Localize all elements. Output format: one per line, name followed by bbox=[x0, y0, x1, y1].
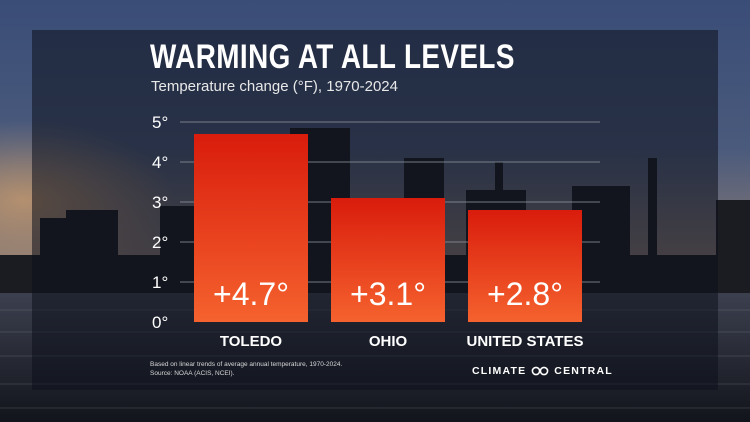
category-label: TOLEDO bbox=[220, 333, 283, 350]
brand-right: CENTRAL bbox=[554, 365, 613, 377]
chart-subtitle: Temperature change (°F), 1970-2024 bbox=[151, 78, 398, 95]
category-label: OHIO bbox=[369, 333, 408, 350]
y-tick-label: 5° bbox=[152, 113, 168, 132]
y-tick-label: 1° bbox=[152, 273, 168, 292]
data-label: +2.8° bbox=[487, 276, 563, 312]
y-tick-label: 2° bbox=[152, 233, 168, 252]
bar-ohio bbox=[331, 198, 445, 322]
footnote-source: Source: NOAA (ACIS, NCEI). bbox=[150, 370, 235, 377]
climate-central-logo: CLIMATE CENTRAL bbox=[472, 365, 613, 377]
brand-left: CLIMATE bbox=[472, 365, 527, 377]
bar-toledo bbox=[194, 134, 308, 322]
category-label: UNITED STATES bbox=[467, 333, 584, 350]
chart-title: WARMING AT ALL LEVELS bbox=[150, 38, 515, 76]
y-tick-label: 0° bbox=[152, 313, 168, 332]
bar-united-states bbox=[468, 210, 582, 322]
y-tick-label: 4° bbox=[152, 153, 168, 172]
data-label: +4.7° bbox=[213, 276, 289, 312]
y-tick-label: 3° bbox=[152, 193, 168, 212]
data-label: +3.1° bbox=[350, 276, 426, 312]
infinity-loop-icon bbox=[531, 366, 549, 376]
footnote-method: Based on linear trends of average annual… bbox=[150, 361, 343, 368]
